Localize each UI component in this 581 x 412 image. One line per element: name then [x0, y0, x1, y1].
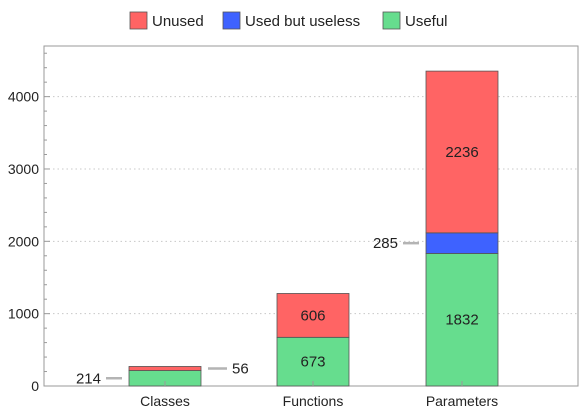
- legend-label-used-but-useless: Used but useless: [245, 13, 360, 30]
- y-tick-label: 1000: [8, 306, 39, 322]
- data-labels: 214 56 673 606 1832 285 2236: [76, 144, 479, 387]
- bar-parameters-unused: [425, 70, 499, 234]
- x-tick-label: Functions: [283, 393, 344, 409]
- legend-swatch-used-but-useless: [222, 11, 241, 30]
- bar-functions-unused: [276, 293, 350, 338]
- data-label-functions-unused: 606: [300, 307, 325, 324]
- bars: [128, 70, 499, 387]
- data-label-functions-useful: 673: [300, 354, 325, 371]
- bar-classes-unused: [128, 366, 202, 371]
- data-label-classes-useful: 214: [76, 370, 101, 387]
- x-axis: Classes Functions Parameters: [140, 381, 498, 409]
- y-tick-label: 4000: [8, 89, 39, 105]
- bar-parameters-useful: [425, 253, 499, 387]
- y-tick-label: 0: [31, 378, 39, 394]
- legend-label-unused: Unused: [152, 13, 204, 30]
- legend: Unused Used but useless Useful: [129, 11, 448, 30]
- y-tick-label: 2000: [8, 233, 39, 249]
- data-label-parameters-useful: 1832: [445, 312, 478, 329]
- data-label-parameters-used-but-useless: 285: [373, 235, 398, 252]
- legend-label-useful: Useful: [405, 13, 448, 30]
- data-label-parameters-unused: 2236: [445, 144, 478, 161]
- data-label-classes-unused: 56: [232, 360, 249, 377]
- legend-swatch-unused: [129, 11, 148, 30]
- bar-functions-useful: [276, 336, 350, 387]
- bar-parameters-used-but-useless: [425, 232, 499, 254]
- x-tick-label: Parameters: [426, 393, 498, 409]
- legend-swatch-useful: [382, 11, 401, 30]
- y-axis: 0 1000 2000 3000 4000: [8, 52, 50, 394]
- x-tick-label: Classes: [140, 393, 190, 409]
- y-tick-label: 3000: [8, 161, 39, 177]
